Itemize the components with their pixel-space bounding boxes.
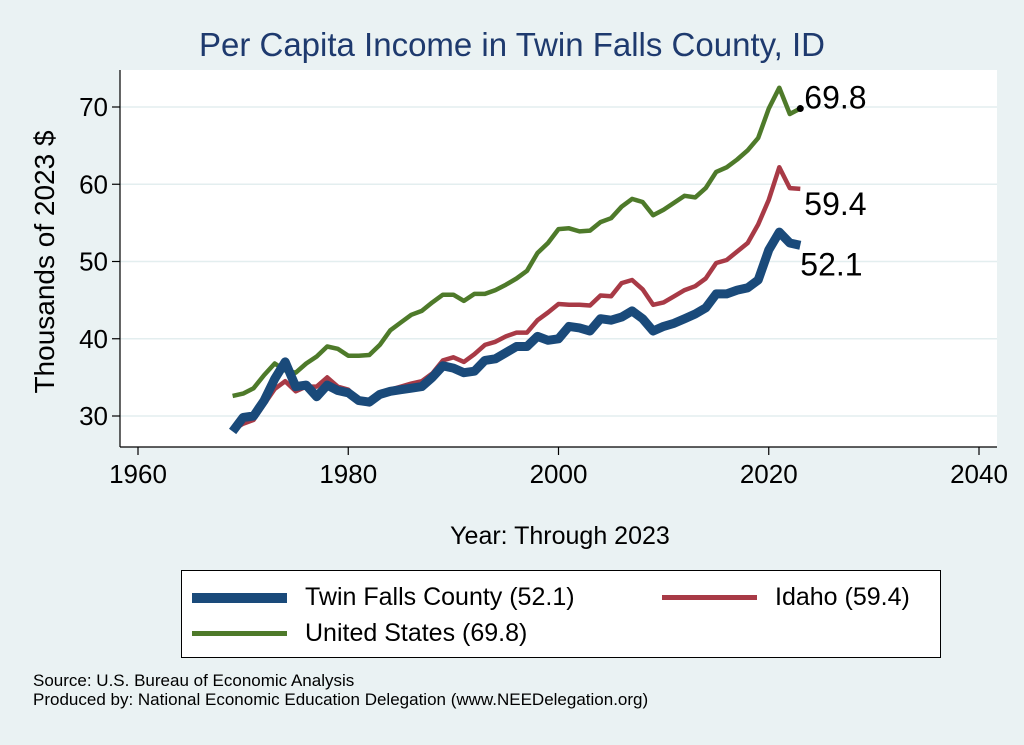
source-note-line: Source: U.S. Bureau of Economic Analysis xyxy=(33,671,355,690)
legend-swatch-united-states xyxy=(192,631,287,636)
x-tick-label: 1960 xyxy=(109,459,167,489)
legend-swatch-idaho xyxy=(662,595,757,600)
legend: Twin Falls County (52.1) Idaho (59.4) Un… xyxy=(181,570,941,658)
end-marker-united-states xyxy=(796,105,804,113)
end-label-twin-falls: 52.1 xyxy=(800,246,862,282)
series-line-idaho xyxy=(231,165,801,432)
y-tick-label: 40 xyxy=(79,324,108,354)
y-tick-label: 60 xyxy=(79,169,108,199)
x-tick-label: 2020 xyxy=(740,459,798,489)
legend-label-twin-falls: Twin Falls County (52.1) xyxy=(305,583,575,611)
plot-area xyxy=(120,70,997,447)
legend-swatch-twin-falls xyxy=(192,592,287,603)
legend-item-twin-falls: Twin Falls County (52.1) xyxy=(192,583,575,612)
y-axis-label: Thousands of 2023 $ xyxy=(29,130,60,394)
series-line-united-states xyxy=(232,85,802,399)
legend-item-idaho: Idaho (59.4) xyxy=(662,583,910,612)
end-label-idaho: 59.4 xyxy=(804,186,866,222)
series-line-twin-falls xyxy=(229,227,802,435)
source-notes: Source: U.S. Bureau of Economic Analysis… xyxy=(33,671,648,709)
legend-label-united-states: United States (69.8) xyxy=(305,619,528,647)
end-label-united-states: 69.8 xyxy=(804,80,866,116)
y-tick-label: 70 xyxy=(79,92,108,122)
chart-title: Per Capita Income in Twin Falls County, … xyxy=(198,26,826,63)
y-tick-label: 50 xyxy=(79,247,108,277)
legend-item-united-states: United States (69.8) xyxy=(192,619,527,648)
produced-by-note-line: Produced by: National Economic Education… xyxy=(33,690,649,709)
y-tick-label: 30 xyxy=(79,401,108,431)
x-axis-label: Year: Through 2023 xyxy=(450,522,670,550)
x-tick-label: 2040 xyxy=(950,459,1008,489)
x-tick-label: 1980 xyxy=(319,459,377,489)
x-tick-label: 2000 xyxy=(530,459,588,489)
legend-label-idaho: Idaho (59.4) xyxy=(775,583,910,611)
